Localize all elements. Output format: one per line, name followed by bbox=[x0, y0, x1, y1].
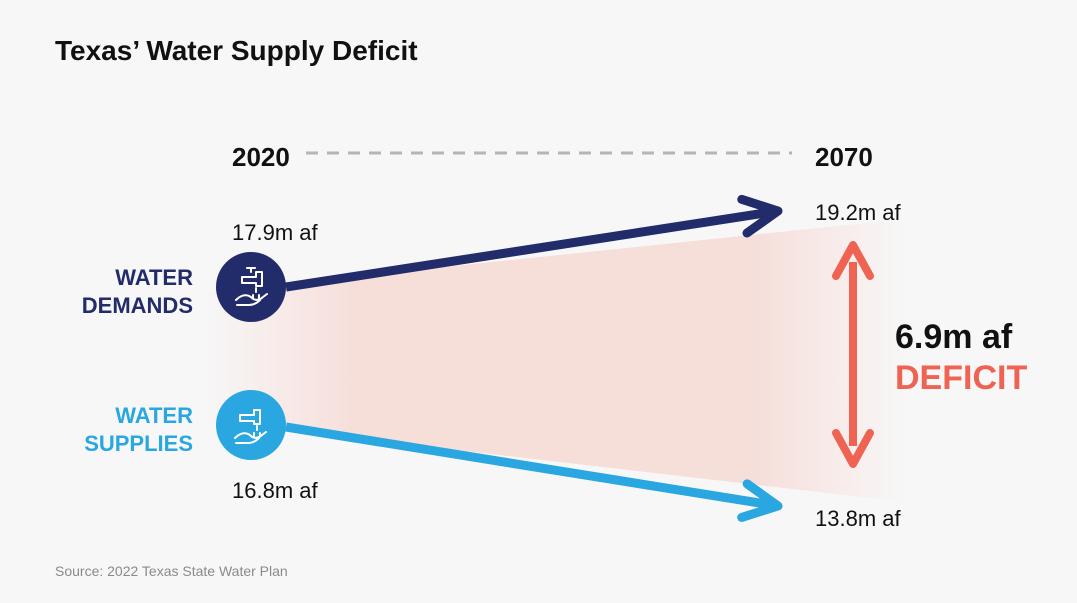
demand-series-label-line-2: DEMANDS bbox=[82, 293, 193, 318]
demand-2020-value-label: 17.9m af bbox=[232, 220, 318, 245]
supply-series-label-line-2: SUPPLIES bbox=[84, 431, 193, 456]
chart-title: Texas’ Water Supply Deficit bbox=[55, 35, 418, 66]
water-supply-faucet-icon bbox=[216, 390, 286, 460]
supply-2070-value-label: 13.8m af bbox=[815, 506, 901, 531]
deficit-label: DEFICIT bbox=[895, 359, 1027, 397]
supply-series-line bbox=[285, 422, 775, 510]
supply-series-arrowhead bbox=[737, 479, 783, 522]
demand-series-label-line-1: WATER bbox=[115, 265, 193, 290]
supply-2020-value-label: 16.8m af bbox=[232, 478, 318, 503]
water-demand-faucet-icon bbox=[216, 252, 286, 322]
deficit-double-arrow bbox=[832, 241, 874, 468]
demand-2070-value-label: 19.2m af bbox=[815, 200, 901, 225]
supply-series-label-line-1: WATER bbox=[115, 403, 193, 428]
x-tick-2020: 2020 bbox=[232, 142, 290, 172]
demand-series-line bbox=[285, 207, 775, 292]
x-tick-2070: 2070 bbox=[815, 142, 873, 172]
deficit-value-label: 6.9m af bbox=[895, 318, 1013, 356]
deficit-arrowhead-bottom bbox=[832, 429, 874, 468]
demand-series-arrowhead bbox=[737, 194, 783, 238]
deficit-arrowhead-top bbox=[832, 241, 874, 280]
source-note: Source: 2022 Texas State Water Plan bbox=[55, 563, 288, 579]
deficit-gap-shading bbox=[205, 219, 905, 502]
